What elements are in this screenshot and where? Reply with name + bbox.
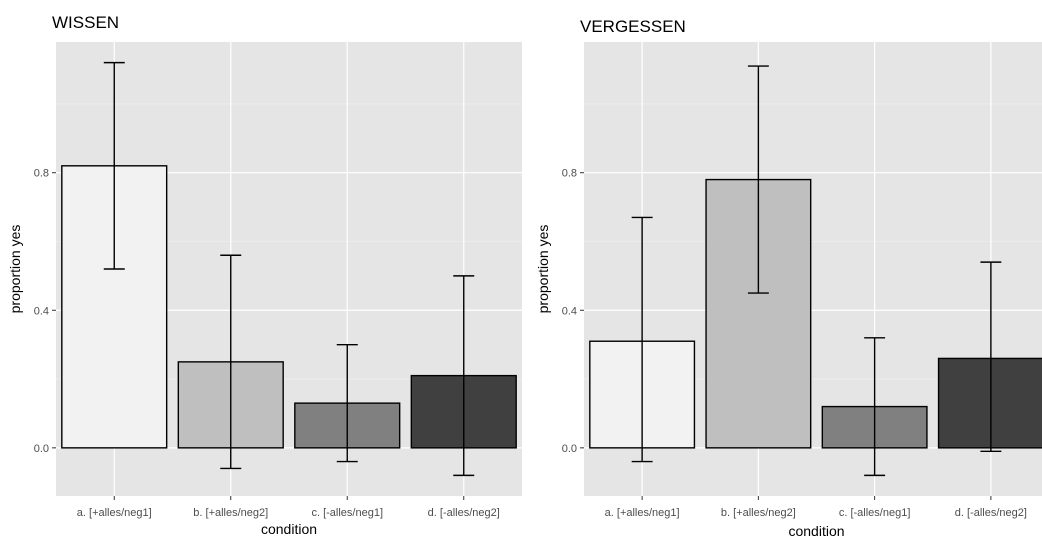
y-tick-label: 0.0 [34, 443, 49, 455]
x-tick-label: a. [+alles/neg1] [605, 507, 680, 519]
chart-title: WISSEN [52, 13, 119, 32]
y-tick-label: 0.4 [34, 305, 49, 317]
x-tick-label: d. [-alles/neg2] [428, 507, 500, 519]
x-tick-label: c. [-alles/neg1] [311, 507, 383, 519]
x-tick-label: c. [-alles/neg1] [839, 507, 911, 519]
x-tick-label: d. [-alles/neg2] [955, 507, 1027, 519]
y-axis-title: proportion yes [535, 225, 551, 314]
y-tick-label: 0.8 [34, 168, 49, 180]
y-tick-label: 0.8 [562, 168, 577, 180]
y-axis-title: proportion yes [7, 225, 23, 314]
chart-panel-wissen: 0.0 0.4 0.8 a. [+alles/neg1] b. [+alles/neg2… [7, 13, 522, 537]
x-axis-title: condition [261, 521, 317, 537]
y-tick-label: 0.4 [562, 305, 577, 317]
x-tick-label: b. [+alles/neg2] [193, 507, 268, 519]
x-tick-label: b. [+alles/neg2] [721, 507, 796, 519]
chart-title: VERGESSEN [580, 17, 686, 36]
y-tick-label: 0.0 [562, 443, 577, 455]
x-tick-label: a. [+alles/neg1] [77, 507, 152, 519]
x-axis-title: condition [788, 523, 844, 539]
chart-panel-vergessen: 0.0 0.4 0.8 a. [+alles/neg1] b. [+alles/neg2… [535, 17, 1042, 539]
